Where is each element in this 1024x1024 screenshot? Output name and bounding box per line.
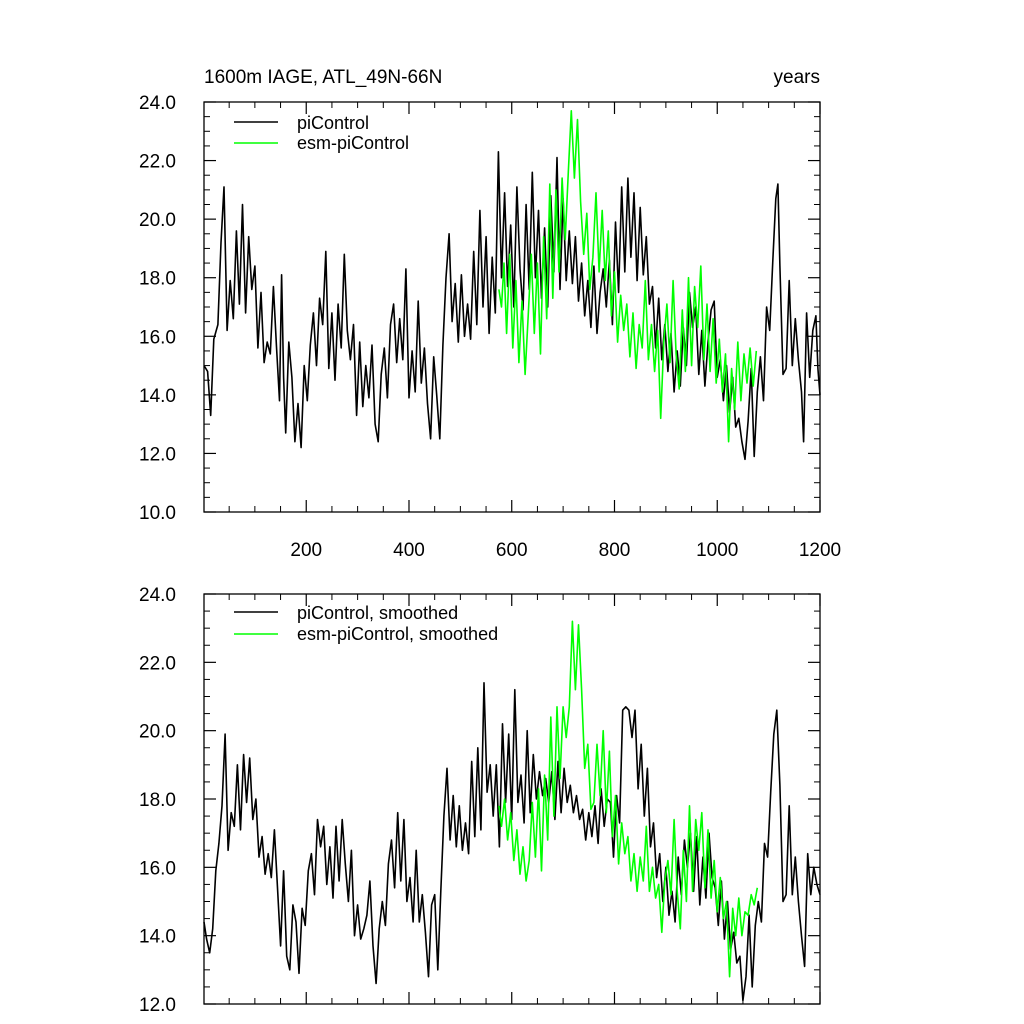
panel-bottom: 12.0 14.0 16.0 18.0 20.0 22.0 24.0 piControl, … [139, 585, 821, 1016]
ticks-top: 10.0 12.0 14.0 16.0 18.0 20.0 22.0 24.0 200 400 60… [139, 93, 841, 561]
x-tick-label: 400 [393, 540, 425, 561]
y-tick-label: 10.0 [139, 503, 176, 524]
y-tick-label: 22.0 [139, 653, 176, 674]
y-tick-label: 12.0 [139, 995, 176, 1016]
chart-title: 1600m IAGE, ATL_49N-66N [204, 67, 442, 88]
x-tick-label: 1000 [696, 540, 738, 561]
x-tick-label: 800 [599, 540, 631, 561]
legend-label-esm-picontrol: esm-piControl [297, 133, 409, 153]
y-tick-label: 14.0 [139, 386, 176, 407]
y-tick-label: 18.0 [139, 269, 176, 290]
y-tick-label: 12.0 [139, 444, 176, 465]
y-tick-label: 18.0 [139, 790, 176, 811]
legend-top: piControl esm-piControl [234, 113, 409, 153]
series-line-esm-picontrol-top [498, 110, 758, 443]
y-tick-label: 22.0 [139, 152, 176, 173]
x-tick-label: 1200 [799, 540, 841, 561]
legend-label-picontrol-smoothed: piControl, smoothed [297, 603, 458, 623]
legend-label-picontrol: piControl [297, 113, 369, 133]
panel-top: 1600m IAGE, ATL_49N-66N years 10.0 12.0 14… [139, 67, 841, 561]
x-tick-label: 200 [290, 540, 322, 561]
legend-bottom: piControl, smoothed esm-piControl, smoot… [234, 603, 498, 644]
ticks-bottom: 12.0 14.0 16.0 18.0 20.0 22.0 24.0 [139, 585, 821, 1016]
y-tick-label: 24.0 [139, 585, 176, 606]
y-tick-label: 16.0 [139, 327, 176, 348]
series-layer-bottom [203, 620, 821, 1002]
y-tick-label: 20.0 [139, 722, 176, 743]
legend-label-esm-picontrol-smoothed: esm-piControl, smoothed [297, 624, 498, 644]
y-tick-label: 24.0 [139, 93, 176, 114]
series-line-esm-picontrol-smoothed-bottom [498, 620, 759, 978]
y-tick-label: 14.0 [139, 927, 176, 948]
chart-title-right: years [774, 67, 820, 88]
y-tick-label: 20.0 [139, 210, 176, 231]
x-tick-label: 600 [496, 540, 528, 561]
y-tick-label: 16.0 [139, 858, 176, 879]
series-layer-top [203, 110, 821, 461]
